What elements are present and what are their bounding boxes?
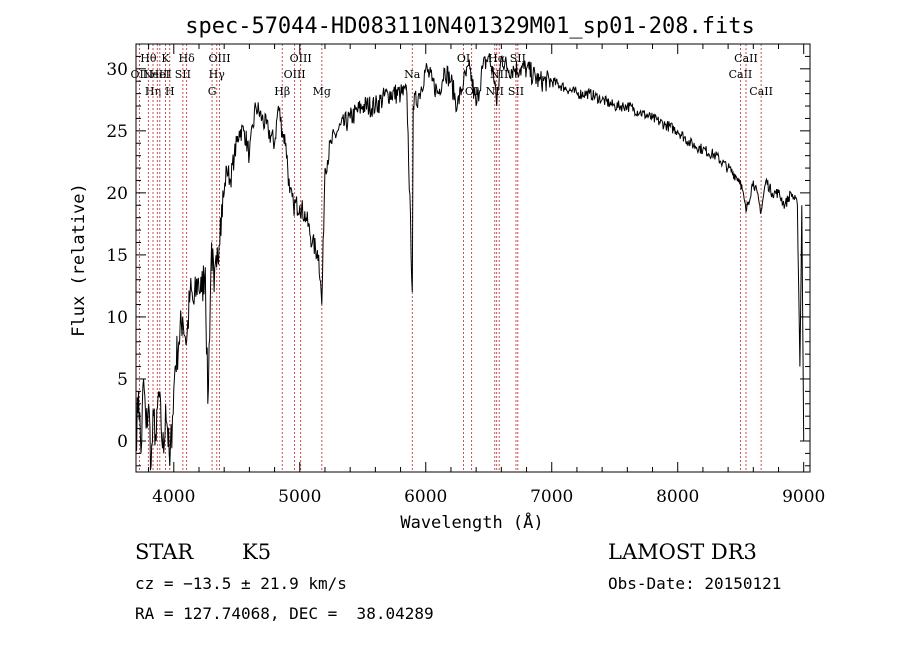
spectral-line-label: Na xyxy=(404,68,421,81)
spectral-line-label: OI xyxy=(457,52,470,65)
spectral-line-label: H xyxy=(165,85,175,98)
spectral-line-label: Hη xyxy=(145,85,161,98)
spectral-line-label: Hθ xyxy=(140,52,157,65)
x-tick-label: 9000 xyxy=(782,487,825,507)
x-tick-label: 8000 xyxy=(656,487,699,507)
y-tick-label: 10 xyxy=(106,308,128,328)
x-tick-label: 5000 xyxy=(278,487,321,507)
spectral-line-label: G xyxy=(208,85,217,98)
x-tick-label: 4000 xyxy=(152,487,195,507)
spectral-line-label: OII xyxy=(131,68,149,81)
spectral-line-label: NII xyxy=(486,85,504,98)
plot-frame xyxy=(135,43,811,473)
x-axis-label: Wavelength (Å) xyxy=(400,511,543,533)
spectral-line-label: K xyxy=(161,52,170,65)
spectral-line-label: Hγ xyxy=(209,68,226,81)
y-tick-label: 15 xyxy=(106,246,128,266)
chart-title: spec-57044-HD083110N401329M01_sp01-208.f… xyxy=(185,14,755,39)
x-tick-label: 6000 xyxy=(404,487,447,507)
y-axis-label: Flux (relative) xyxy=(69,183,89,337)
y-tick-label: 5 xyxy=(117,370,128,390)
spectral-line-label: OIII xyxy=(284,68,306,81)
spectral-line-label: CaII xyxy=(749,85,773,98)
x-tick-label: 7000 xyxy=(530,487,573,507)
spectral-line-label: Mg xyxy=(313,85,331,98)
y-tick-label: 25 xyxy=(106,122,128,142)
spectral-line-label: OIII xyxy=(290,52,312,65)
axes: 4000 5000 6000 7000 8000 9000 0 5 10 15 20 25 30 xyxy=(106,44,825,507)
spectral-line-label: Hα xyxy=(488,52,506,65)
spectral-line-label: OI xyxy=(465,85,478,98)
y-tick-label: 30 xyxy=(106,60,128,80)
y-tick-label: 20 xyxy=(106,184,128,204)
spectral-line-label: NeIII xyxy=(143,68,172,81)
redshift-value: cz = −13.5 ± 21.9 km/s xyxy=(135,574,347,593)
spectral-line-label: CaII xyxy=(734,52,758,65)
survey-name: LAMOST DR3 xyxy=(608,540,757,564)
spectral-line-label: CaII xyxy=(729,68,753,81)
coordinates: RA = 127.74068, DEC = 38.04289 xyxy=(135,604,434,623)
spectral-line-label: HeI xyxy=(150,68,170,81)
observation-date: Obs-Date: 20150121 xyxy=(608,574,782,593)
spectral-line-label: Hδ xyxy=(179,52,196,65)
spectral-subclass: K5 xyxy=(242,540,272,564)
y-tick-label: 0 xyxy=(117,432,128,452)
spectral-line-label: Hβ xyxy=(274,85,290,98)
spectral-line-label: SII xyxy=(175,68,191,81)
spectrum-line xyxy=(135,53,805,471)
spectral-line-label: SII xyxy=(510,52,526,65)
spectral-line-label: SII xyxy=(508,85,524,98)
spectral-line-markers: OIIHθHηNeIIIHeIKHSIIHδGHγOIIIHβOIIIOIIIM… xyxy=(131,44,773,472)
object-class: STAR xyxy=(135,540,194,564)
spectral-line-label: OIII xyxy=(208,52,230,65)
